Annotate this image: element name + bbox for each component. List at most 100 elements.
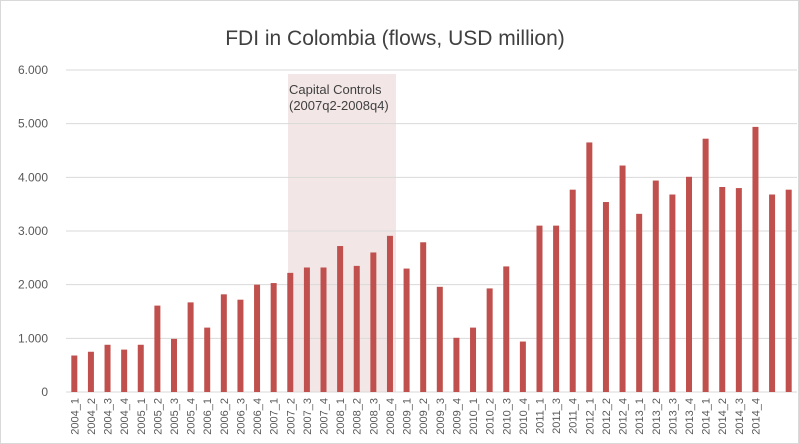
bar <box>370 252 377 392</box>
bar <box>204 327 211 392</box>
bar <box>553 225 560 392</box>
bars <box>71 126 792 393</box>
bar <box>503 266 510 392</box>
bar <box>254 284 261 392</box>
bar <box>602 202 609 392</box>
x-tick-label: 2011_3 <box>551 398 563 434</box>
x-tick-label: 2012_1 <box>584 398 596 435</box>
x-tick-label: 2004_4 <box>119 398 131 435</box>
x-tick-label: 2006_1 <box>202 398 214 435</box>
x-tick-label: 2013_3 <box>667 398 679 435</box>
x-tick-label: 2006_3 <box>235 398 247 435</box>
bar <box>121 349 128 392</box>
bar <box>420 242 427 392</box>
y-tick-label: 1.000 <box>18 331 48 345</box>
bar <box>287 272 294 392</box>
chart-title: FDI in Colombia (flows, USD million) <box>225 27 565 50</box>
x-tick-label: 2009_4 <box>451 398 463 435</box>
x-tick-label: 2013_2 <box>651 398 663 435</box>
x-tick-label: 2007_1 <box>269 398 281 435</box>
annotation-label-line1: Capital Controls <box>289 82 382 97</box>
bar <box>785 189 792 392</box>
x-tick-label: 2010_4 <box>518 398 530 435</box>
x-tick-label: 2008_2 <box>352 398 364 435</box>
bar <box>104 344 111 392</box>
bar <box>170 338 177 392</box>
bar <box>403 268 410 392</box>
x-tick-label: 2013_4 <box>684 398 696 435</box>
y-tick-labels: 0 1.000 2.000 3.000 4.000 5.000 6.000 <box>18 63 48 399</box>
x-tick-label: 2005_4 <box>186 398 198 435</box>
annotation-label-line2: (2007q2-2008q4) <box>289 98 389 113</box>
bar <box>486 288 493 392</box>
x-tick-label: 2004_3 <box>103 398 115 435</box>
bar <box>320 267 327 392</box>
bar <box>752 126 759 393</box>
bar <box>586 142 593 392</box>
bar <box>519 341 526 392</box>
x-tick-label: 2014_1 <box>701 398 713 435</box>
x-tick-label: 2004_1 <box>69 398 81 435</box>
x-tick-label: 2007_3 <box>302 398 314 435</box>
x-tick-label: 2006_2 <box>219 398 231 435</box>
x-tick-label: 2011_4 <box>568 398 580 434</box>
x-tick-label: 2011_1 <box>534 398 546 434</box>
bar <box>669 194 676 392</box>
bar <box>652 180 659 392</box>
x-tick-label: 2007_2 <box>285 398 297 435</box>
x-tick-label: 2010_3 <box>501 398 513 435</box>
x-tick-label: 2005_2 <box>152 398 164 435</box>
x-tick-label: 2004_2 <box>86 398 98 435</box>
bar <box>303 267 310 392</box>
x-tick-label: 2006_4 <box>252 398 264 435</box>
x-tick-label: 2009_2 <box>418 398 430 435</box>
x-tick-label: 2014_3 <box>734 398 746 435</box>
x-tick-label: 2008_4 <box>385 398 397 435</box>
bar <box>619 165 626 392</box>
bar <box>337 246 344 392</box>
bar <box>569 189 576 392</box>
bar <box>470 327 477 392</box>
y-tick-label: 2.000 <box>18 278 48 292</box>
bar <box>71 355 78 392</box>
x-tick-label: 2013_1 <box>634 398 646 435</box>
bar <box>353 265 360 392</box>
bar <box>87 351 94 392</box>
x-tick-label: 2012_4 <box>618 398 630 435</box>
x-tick-label: 2010_2 <box>485 398 497 435</box>
bar <box>386 235 393 392</box>
bar <box>187 302 194 392</box>
y-tick-label: 5.000 <box>18 117 48 131</box>
y-tick-label: 4.000 <box>18 170 48 184</box>
bar <box>702 138 709 392</box>
bar <box>237 299 244 392</box>
bar <box>270 283 277 392</box>
bar <box>686 176 693 392</box>
x-tick-label: 2007_4 <box>319 398 331 435</box>
bar <box>436 286 443 392</box>
x-tick-label: 2014_2 <box>717 398 729 435</box>
bar <box>735 188 742 392</box>
bar <box>719 186 726 392</box>
bar <box>154 305 161 392</box>
x-tick-label: 2009_1 <box>402 398 414 435</box>
bar <box>453 337 460 392</box>
x-tick-labels: 2004_1 2004_2 2004_3 2004_4 2005_1 2005_2 2005… <box>69 398 762 435</box>
bar <box>137 344 144 392</box>
bar <box>636 213 643 392</box>
y-tick-label: 3.000 <box>18 224 48 238</box>
bar <box>536 225 543 392</box>
x-tick-label: 2008_1 <box>335 398 347 435</box>
x-tick-label: 2012_2 <box>601 398 613 435</box>
x-tick-label: 2008_3 <box>368 398 380 435</box>
x-tick-label: 2009_3 <box>435 398 447 435</box>
bar <box>220 294 227 392</box>
x-tick-label: 2014_4 <box>750 398 762 435</box>
bar <box>769 194 776 392</box>
x-tick-label: 2005_3 <box>169 398 181 435</box>
x-tick-label: 2005_1 <box>136 398 148 435</box>
y-tick-label: 0 <box>41 385 48 399</box>
